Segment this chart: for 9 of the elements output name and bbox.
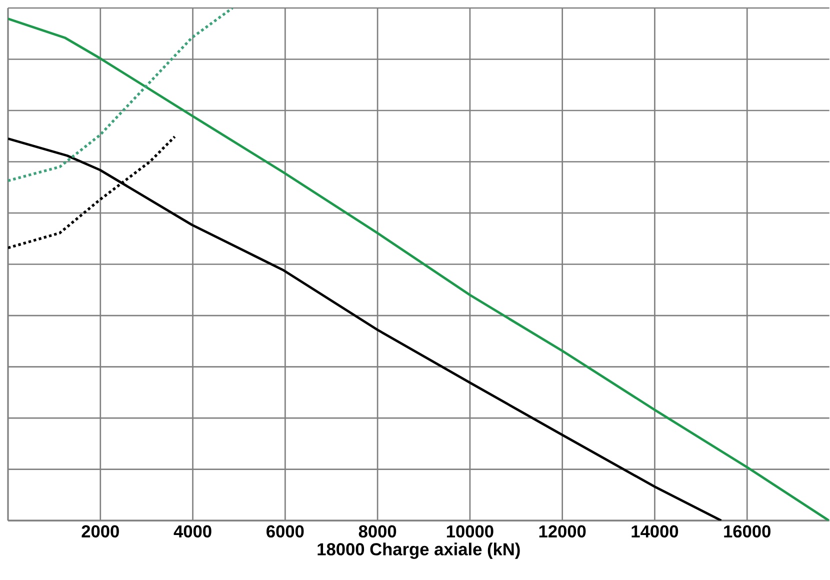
x-tick-label: 4000: [174, 526, 212, 538]
x-tick-label: 6000: [266, 526, 304, 538]
x-tick-label: 14000: [632, 526, 678, 538]
x-tick-label: 10000: [446, 526, 494, 538]
x-tick-label: 2000: [82, 526, 119, 538]
x-axis-title: 18000 Charge axiale (kN): [318, 542, 520, 560]
x-tick-label: 12000: [539, 526, 586, 538]
x-tick-label: 16000: [724, 526, 770, 538]
x-tick-label: 8000: [358, 526, 396, 538]
